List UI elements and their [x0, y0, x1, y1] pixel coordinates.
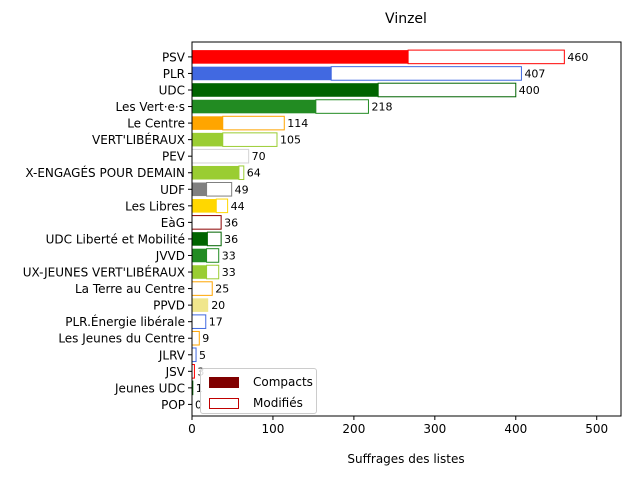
- legend-swatch-modifies: [209, 397, 239, 409]
- bar-value-label: 25: [215, 283, 229, 296]
- y-tick-label: POP: [161, 398, 185, 412]
- y-tick-label: JSV: [165, 365, 186, 379]
- bar-modifies: [215, 198, 229, 214]
- bar-modifies: [407, 49, 565, 65]
- bar-compacts: [192, 182, 207, 197]
- y-tick-label: Jeunes UDC: [114, 381, 185, 395]
- y-tick-label: Le Centre: [127, 117, 185, 131]
- bar-compacts: [192, 116, 223, 130]
- bar-value-label: 49: [235, 183, 249, 196]
- legend-item-modifies: Modifiés: [209, 396, 303, 410]
- bar-value-label: 64: [247, 167, 261, 180]
- legend-label-compacts: Compacts: [253, 375, 313, 389]
- bar-value-label: 5: [199, 349, 206, 362]
- legend-swatch-compacts: [209, 376, 239, 388]
- y-tick-label: PLR.Énergie libérale: [65, 314, 185, 329]
- y-tick-label: Les Vert·e·s: [116, 100, 186, 114]
- y-tick-label: La Terre au Centre: [75, 282, 185, 296]
- y-tick-label: UDC Liberté et Mobilité: [46, 232, 185, 246]
- bars-group: [191, 49, 565, 396]
- bar-value-label: 33: [222, 266, 236, 279]
- x-tick-label: 0: [188, 422, 196, 436]
- bar-modifies: [191, 281, 213, 296]
- bar-value-label: 0: [195, 398, 202, 411]
- bar-modifies: [191, 215, 222, 230]
- bar-modifies: [206, 248, 220, 263]
- legend-item-compacts: Compacts: [209, 375, 313, 389]
- bar-modifies: [206, 181, 233, 197]
- bar-compacts: [192, 265, 207, 279]
- bar-value-label: 33: [222, 249, 236, 262]
- y-tick-label: EàG: [161, 216, 185, 230]
- bar-value-label: 407: [524, 67, 545, 80]
- y-tick-label: JVVD: [155, 249, 185, 263]
- legend: Compacts Modifiés: [200, 368, 317, 414]
- bar-compacts: [192, 199, 217, 213]
- plot-frame: [191, 41, 622, 417]
- y-tick-label: PPVD: [153, 299, 185, 313]
- bar-value-label: 17: [209, 316, 223, 329]
- bar-value-label: 36: [224, 233, 238, 246]
- bar-value-label: 460: [567, 51, 588, 64]
- bar-modifies: [206, 231, 222, 247]
- bar-modifies: [206, 264, 220, 280]
- bar-modifies: [330, 66, 522, 81]
- bar-compacts: [192, 66, 332, 81]
- y-tick-label: Les Jeunes du Centre: [58, 332, 185, 346]
- x-axis-label: Suffrages des listes: [347, 452, 464, 466]
- chart-title: Vinzel: [385, 11, 427, 27]
- y-tick-label: UDF: [160, 183, 185, 197]
- y-tick-label: PSV: [162, 50, 186, 64]
- y-tick-label: PLR: [163, 67, 185, 81]
- bar-value-label: 114: [287, 117, 308, 130]
- bar-modifies: [377, 82, 517, 98]
- bar-modifies: [191, 314, 207, 329]
- bar-modifies: [222, 132, 278, 147]
- x-axis: 0 100 200 300 400 500: [188, 416, 608, 436]
- bar-modifies: [191, 148, 250, 164]
- y-tick-label: UX-JEUNES VERT'LIBÉRAUX: [23, 265, 185, 280]
- bar-value-label: 70: [252, 150, 266, 163]
- x-tick-label: 400: [504, 422, 527, 436]
- bar-value-label: 105: [280, 134, 301, 147]
- bar-compacts: [192, 132, 223, 147]
- y-tick-label: Les Libres: [125, 199, 185, 213]
- bar-value-label: 44: [231, 200, 245, 213]
- bar-value-label: 1: [196, 382, 203, 395]
- x-tick-label: 100: [261, 422, 284, 436]
- bar-compacts: [192, 232, 208, 246]
- bar-value-label: 9: [202, 332, 209, 345]
- bar-compacts: [192, 99, 316, 114]
- y-tick-label: X-ENGAGÉS POUR DEMAIN: [25, 165, 185, 180]
- bar-value-label: 20: [211, 299, 225, 312]
- bar-modifies: [238, 165, 245, 181]
- y-tick-label: VERT'LIBÉRAUX: [92, 132, 185, 147]
- x-tick-label: 300: [423, 422, 446, 436]
- bar-compacts: [192, 165, 239, 180]
- bar-value-label: 36: [224, 216, 238, 229]
- bar-compacts: [192, 83, 379, 97]
- y-tick-label: JLRV: [158, 348, 186, 362]
- x-tick-label: 200: [342, 422, 365, 436]
- bar-compacts: [192, 248, 207, 263]
- bar-value-label: 218: [371, 101, 392, 114]
- y-tick-label: PEV: [162, 150, 186, 164]
- bar-modifies: [315, 99, 369, 114]
- legend-label-modifies: Modifiés: [253, 396, 303, 410]
- y-axis: PSV PLR UDC Les Vert·e·s Le CentreVERT'LIBÉR…: [23, 50, 192, 412]
- bar-modifies: [191, 347, 197, 363]
- bar-modifies: [191, 330, 200, 346]
- bar-modifies: [222, 115, 285, 131]
- bar-value-label: 400: [519, 84, 540, 97]
- bar-compacts: [192, 50, 409, 64]
- x-tick-label: 500: [585, 422, 608, 436]
- y-tick-label: UDC: [159, 83, 185, 97]
- bar-compacts: [192, 298, 209, 312]
